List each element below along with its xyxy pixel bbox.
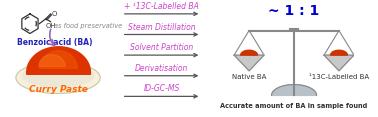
Text: Solvent Partition: Solvent Partition [130, 43, 193, 52]
Text: O: O [51, 11, 57, 17]
Text: Accurate amount of BA in sample found: Accurate amount of BA in sample found [220, 103, 368, 109]
Polygon shape [331, 50, 347, 55]
Text: ~ 1 : 1: ~ 1 : 1 [268, 4, 320, 18]
Ellipse shape [16, 62, 100, 93]
Text: Benzoic acid (BA): Benzoic acid (BA) [17, 38, 92, 47]
Text: OH: OH [45, 23, 56, 29]
Text: Derivatisation: Derivatisation [135, 64, 188, 73]
Text: Curry Paste: Curry Paste [29, 85, 87, 94]
Polygon shape [271, 85, 316, 95]
Text: as food preservative: as food preservative [54, 23, 122, 29]
Polygon shape [324, 55, 354, 71]
Ellipse shape [22, 65, 94, 87]
Polygon shape [234, 55, 264, 71]
Text: ¹13C-Labelled BA: ¹13C-Labelled BA [309, 74, 369, 80]
Polygon shape [241, 50, 257, 55]
Text: + ¹13C-Labelled BA: + ¹13C-Labelled BA [124, 2, 199, 11]
Text: Steam Distillation: Steam Distillation [128, 23, 195, 32]
Text: Native BA: Native BA [232, 74, 266, 80]
Text: ID-GC-MS: ID-GC-MS [143, 84, 180, 93]
